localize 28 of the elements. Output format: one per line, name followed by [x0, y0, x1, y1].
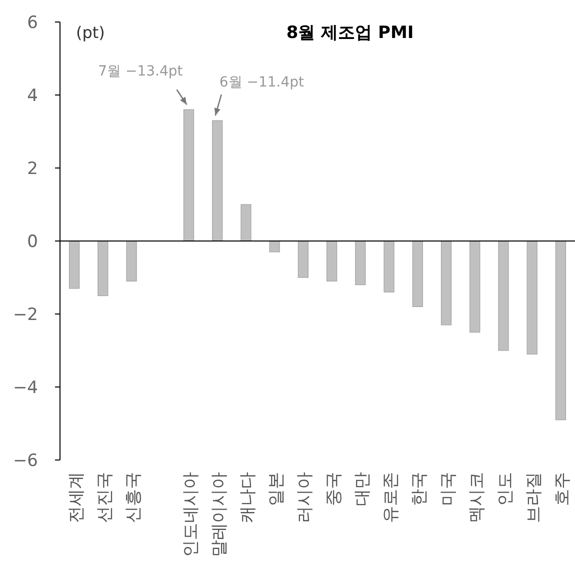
- x-tick-label: 캐나다: [238, 472, 258, 523]
- x-tick-label: 미국: [438, 472, 458, 506]
- x-tick-label: 인도: [495, 472, 516, 506]
- x-tick-label: 대만: [352, 472, 372, 506]
- x-tick-label: 호주: [552, 472, 573, 506]
- x-tick-label: 전세계: [66, 472, 86, 523]
- y-tick-label: 2: [27, 159, 38, 179]
- x-tick-label: 한국: [410, 472, 430, 506]
- y-tick-label: 6: [27, 13, 38, 33]
- x-tick-label: 신흥국: [124, 472, 144, 523]
- annotation: 6월 −11.4pt: [219, 74, 305, 91]
- x-tick-label: 유로존: [381, 472, 402, 523]
- x-tick-label: 말레이시아: [209, 472, 230, 557]
- x-tick-label: 브라질: [524, 472, 544, 523]
- x-tick-label: 선진국: [94, 472, 115, 523]
- x-tick-label: 중국: [324, 472, 344, 506]
- x-tick-label: 멕시코: [466, 472, 487, 523]
- x-tick-label: 러시아: [295, 472, 316, 523]
- chart-title: 8월 제조업 PMI: [286, 23, 414, 43]
- x-tick-label: 일본: [266, 472, 287, 506]
- y-tick-label: −6: [12, 451, 38, 471]
- y-axis-title: (pt): [76, 23, 105, 42]
- annotation: 7월 −13.4pt: [98, 64, 184, 80]
- y-tick-label: 0: [27, 232, 38, 252]
- x-tick-label: 인도네시아: [180, 472, 201, 557]
- y-tick-label: −4: [12, 378, 38, 398]
- y-tick-label: 4: [27, 86, 38, 106]
- y-tick-label: −2: [12, 305, 38, 325]
